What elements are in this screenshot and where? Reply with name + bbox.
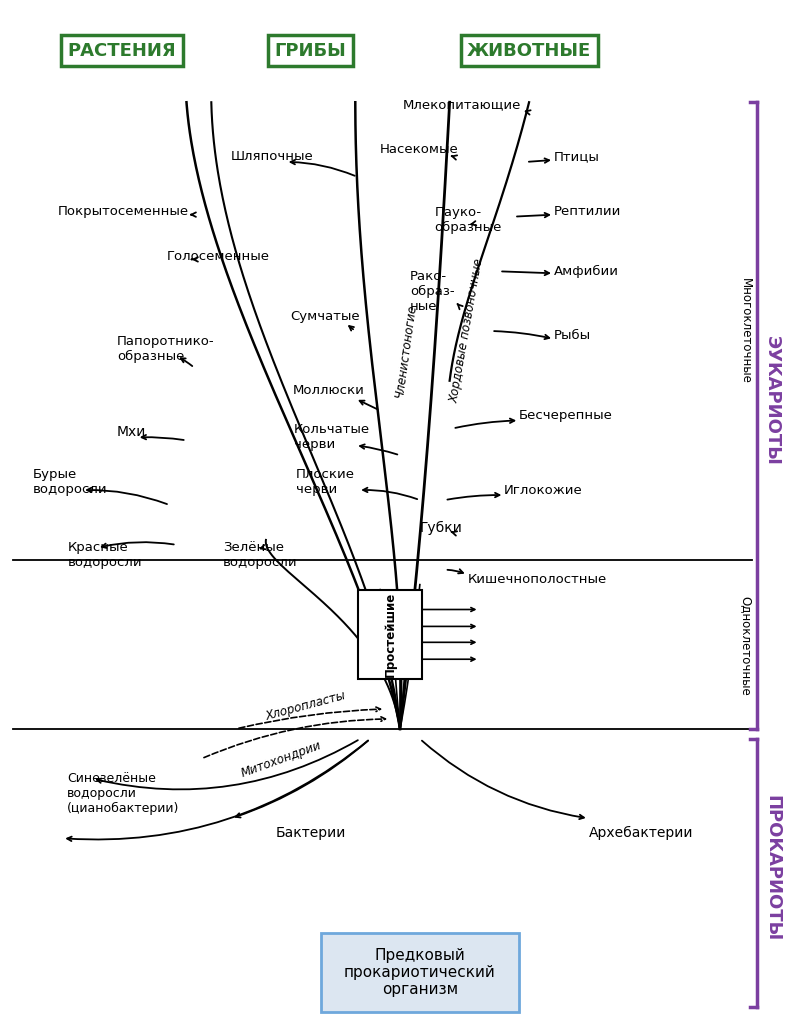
Text: Бактерии: Бактерии (276, 826, 346, 840)
Text: Бурые
водоросли: Бурые водоросли (33, 468, 107, 496)
Text: Хлоропласты: Хлоропласты (264, 689, 347, 723)
Text: Митохондрии: Митохондрии (239, 739, 323, 780)
Text: Сумчатые: Сумчатые (291, 310, 360, 322)
Text: Хордовые позвоночные: Хордовые позвоночные (447, 258, 486, 404)
Text: Рако-
образ-
ные: Рако- образ- ные (410, 270, 454, 313)
Text: ЖИВОТНЫЕ: ЖИВОТНЫЕ (467, 41, 592, 60)
Text: Паукo-
образные: Паукo- образные (435, 206, 502, 233)
Text: Синезелёные
водоросли
(цианобактерии): Синезелёные водоросли (цианобактерии) (67, 772, 179, 815)
Text: Плоские
черви: Плоские черви (295, 468, 355, 496)
Text: Кольчатые
черви: Кольчатые черви (294, 424, 370, 451)
Text: Одноклеточные: Одноклеточные (739, 596, 752, 696)
Text: ГРИБЫ: ГРИБЫ (275, 41, 346, 60)
Text: Предковый
прокариотический
организм: Предковый прокариотический организм (344, 947, 495, 998)
Text: ПРОКАРИОТЫ: ПРОКАРИОТЫ (763, 795, 781, 941)
Text: Мхи: Мхи (117, 426, 146, 439)
Text: РАСТЕНИЯ: РАСТЕНИЯ (67, 41, 176, 60)
Text: Шляпочные: Шляпочные (231, 151, 314, 163)
Text: Папоротнико-
образные: Папоротнико- образные (117, 335, 214, 363)
Text: Членистоногие: Членистоногие (393, 304, 419, 399)
Text: Иглокожие: Иглокожие (504, 483, 583, 497)
Text: Рептилии: Рептилии (554, 206, 621, 218)
Text: Покрытосеменные: Покрытосеменные (57, 206, 188, 218)
FancyBboxPatch shape (358, 590, 422, 679)
Text: Простейшие: Простейшие (384, 592, 396, 677)
Text: Рыбы: Рыбы (554, 330, 591, 343)
Text: Насекомые: Насекомые (380, 144, 459, 156)
Text: Голосеменные: Голосеменные (167, 250, 270, 263)
Text: Зелёные
водоросли: Зелёные водоросли (223, 541, 298, 569)
Text: Амфибии: Амфибии (554, 264, 619, 278)
Text: Бесчерепные: Бесчерепные (519, 409, 613, 422)
Text: Кишечнополостные: Кишечнополостные (468, 573, 607, 586)
Text: Моллюски: Моллюски (293, 384, 364, 397)
FancyBboxPatch shape (321, 933, 518, 1011)
Text: Многоклеточные: Многоклеточные (739, 278, 752, 384)
Text: Млекопитающие: Млекопитающие (403, 99, 522, 112)
Text: ЭУКАРИОТЫ: ЭУКАРИОТЫ (763, 336, 781, 466)
Text: Красные
водоросли: Красные водоросли (67, 541, 142, 569)
Text: Птицы: Птицы (554, 151, 599, 163)
Text: Губки: Губки (420, 521, 463, 535)
Text: Архебактерии: Архебактерии (588, 826, 693, 840)
